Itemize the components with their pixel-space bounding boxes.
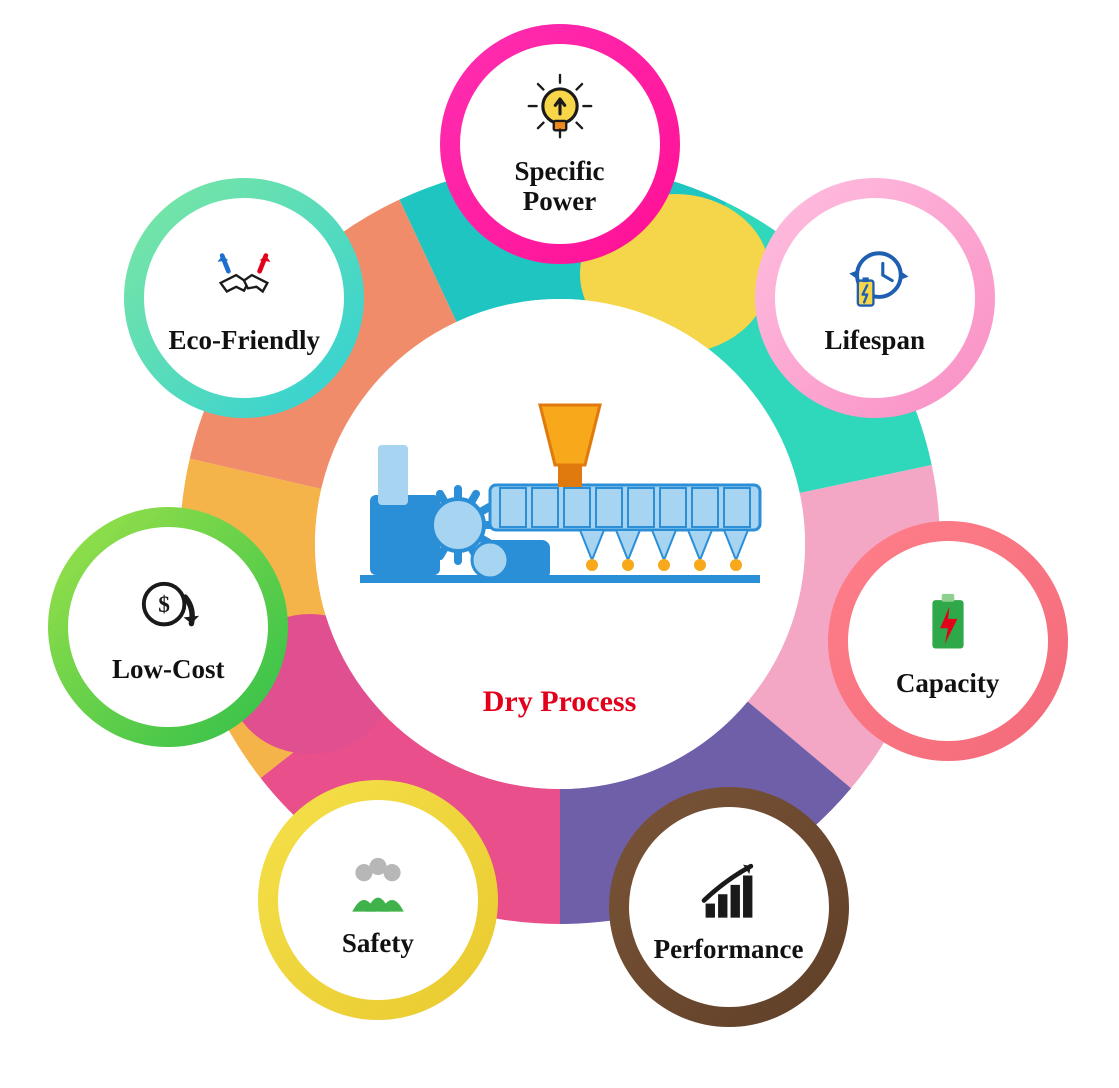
node-label-performance: Performance: [654, 935, 804, 965]
cycle-clock-battery-icon: [836, 240, 914, 318]
node-capacity: Capacity: [828, 521, 1068, 761]
handshake-icon: [205, 240, 283, 318]
svg-text:$: $: [158, 592, 170, 618]
node-safety: Safety: [258, 780, 498, 1020]
node-label-eco-friendly: Eco-Friendly: [169, 326, 320, 356]
dollar-down-icon: $: [129, 569, 207, 647]
node-eco-friendly: Eco-Friendly: [124, 178, 364, 418]
node-label-capacity: Capacity: [896, 669, 1000, 699]
node-label-specific-power: Specific Power: [515, 157, 605, 216]
lightbulb-icon: [521, 71, 599, 149]
growth-bars-icon: [690, 849, 768, 927]
infographic-stage: Dry Process Specific Power Lifespan Capaci…: [60, 44, 1060, 1044]
people-icon: [339, 843, 417, 921]
node-performance: Performance: [609, 787, 849, 1027]
center-label: Dry Process: [483, 685, 637, 719]
node-label-low-cost: Low-Cost: [112, 655, 225, 685]
center-circle: Dry Process: [315, 299, 805, 789]
battery-green-icon: [909, 583, 987, 661]
extruder-machine-icon: [340, 375, 780, 655]
node-label-lifespan: Lifespan: [824, 326, 925, 356]
node-label-safety: Safety: [342, 929, 414, 959]
node-lifespan: Lifespan: [755, 178, 995, 418]
node-low-cost: $ Low-Cost: [48, 507, 288, 747]
node-specific-power: Specific Power: [440, 24, 680, 264]
